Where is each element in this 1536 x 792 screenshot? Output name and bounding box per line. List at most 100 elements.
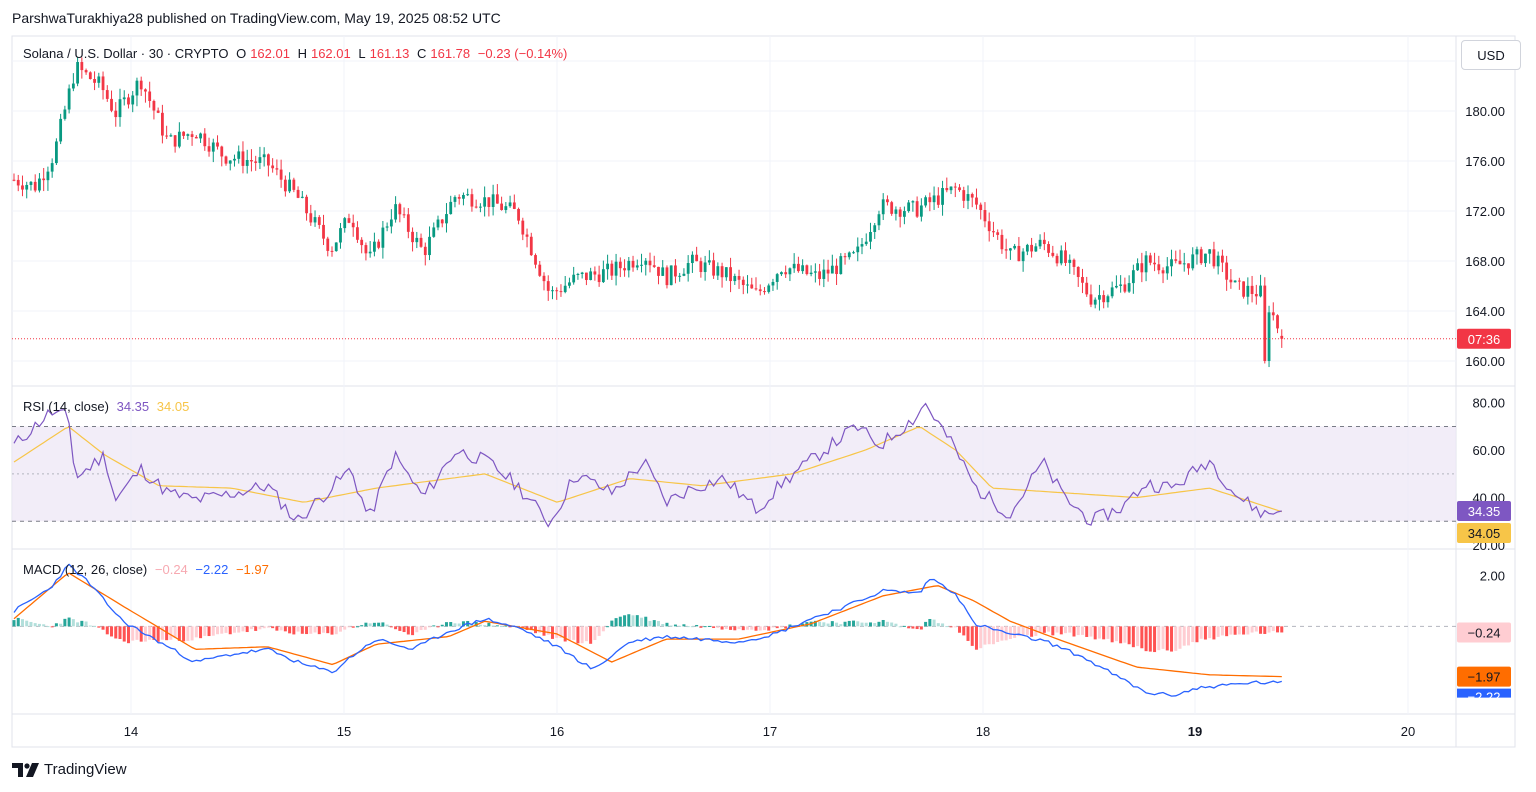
macd-histogram-bar bbox=[211, 626, 215, 636]
macd-histogram-bar bbox=[1038, 626, 1042, 633]
macd-histogram-bar bbox=[521, 626, 525, 628]
candle-body bbox=[1153, 262, 1156, 265]
macd-histogram-bar bbox=[614, 618, 618, 627]
macd-signal-badge-label: −1.97 bbox=[1468, 670, 1501, 685]
candle-body bbox=[466, 194, 470, 196]
rsi-ma-badge bbox=[1457, 522, 1511, 543]
macd-line bbox=[13, 563, 1282, 697]
candle-body bbox=[300, 196, 304, 198]
tradingview-logo[interactable]: TradingView bbox=[12, 761, 127, 778]
candle-body bbox=[1093, 299, 1097, 305]
currency-button[interactable]: USD bbox=[1461, 40, 1521, 70]
candle-body bbox=[1242, 281, 1245, 297]
candle-body bbox=[428, 236, 431, 256]
macd-histogram-bar bbox=[813, 620, 817, 627]
macd-histogram-bar bbox=[958, 626, 962, 633]
candle-body bbox=[398, 204, 402, 215]
macd-histogram-bar bbox=[355, 626, 359, 628]
candle-body bbox=[686, 263, 690, 274]
candle-body bbox=[377, 241, 381, 248]
macd-histogram-bar bbox=[1072, 626, 1076, 637]
candle-body bbox=[131, 95, 135, 105]
candle-body bbox=[958, 187, 961, 191]
macd-histogram-bar bbox=[42, 624, 46, 627]
candle-body bbox=[682, 273, 686, 276]
candle-body bbox=[907, 202, 911, 212]
macd-histogram-bar bbox=[1178, 626, 1182, 649]
candle-body bbox=[351, 222, 355, 228]
candle-body bbox=[627, 260, 631, 271]
candle-body bbox=[1030, 244, 1033, 252]
candle-body bbox=[623, 268, 626, 271]
candle-body bbox=[903, 211, 906, 217]
macd-histogram-bar bbox=[580, 626, 584, 644]
candle-body bbox=[1208, 249, 1212, 254]
candle-body bbox=[42, 178, 46, 181]
candle-body bbox=[462, 194, 465, 199]
macd-histogram-bar bbox=[1102, 626, 1106, 640]
candle-body bbox=[750, 284, 754, 289]
macd-histogram-bar bbox=[1144, 626, 1148, 652]
candle-body bbox=[610, 263, 614, 276]
candle-body bbox=[326, 238, 330, 251]
candle-body bbox=[470, 194, 474, 207]
macd-histogram-bar bbox=[852, 620, 856, 627]
candle-body bbox=[402, 214, 406, 216]
macd-histogram-bar bbox=[220, 626, 224, 634]
macd-histogram-bar bbox=[262, 626, 266, 629]
macd-histogram-bar bbox=[322, 626, 326, 633]
candle-body bbox=[67, 88, 71, 110]
macd-histogram-bar bbox=[63, 618, 67, 627]
candle-body bbox=[712, 260, 715, 276]
candle-body bbox=[733, 276, 737, 282]
candle-body bbox=[241, 151, 245, 166]
macd-histogram-bar bbox=[398, 626, 402, 631]
candle-body bbox=[415, 237, 419, 243]
macd-histogram-bar bbox=[606, 626, 610, 628]
candle-body bbox=[453, 197, 457, 202]
macd-histogram-bar bbox=[1080, 626, 1084, 635]
x-tick-label: 16 bbox=[550, 724, 564, 739]
macd-histogram-bar bbox=[487, 622, 491, 627]
rsi-title[interactable]: RSI (14, close) bbox=[23, 399, 109, 414]
candle-body bbox=[186, 134, 190, 136]
candle-body bbox=[322, 224, 325, 239]
candle-body bbox=[644, 260, 648, 265]
y-tick-label: 176.00 bbox=[1465, 154, 1505, 169]
macd-histogram-bar bbox=[249, 626, 253, 630]
candle-body bbox=[479, 206, 482, 208]
candle-body bbox=[177, 131, 181, 147]
tradingview-logo-icon bbox=[12, 762, 39, 777]
candle-body bbox=[826, 269, 830, 274]
candle-body bbox=[551, 290, 554, 292]
macd-histogram-bar bbox=[775, 626, 779, 629]
macd-histogram-bar bbox=[135, 626, 139, 640]
candle-body bbox=[640, 264, 643, 266]
candle-body bbox=[267, 154, 270, 166]
open-label: O bbox=[236, 46, 247, 61]
candle-body bbox=[1174, 259, 1178, 261]
macd-histogram-bar bbox=[296, 626, 300, 632]
macd-histogram-bar bbox=[1064, 626, 1068, 634]
candle-body bbox=[695, 254, 699, 262]
macd-histogram-bar bbox=[1203, 626, 1207, 640]
candle-body bbox=[283, 179, 287, 192]
macd-histogram-bar bbox=[1059, 626, 1063, 635]
macd-histogram-bar bbox=[1076, 626, 1080, 636]
candle-body bbox=[1000, 234, 1004, 250]
macd-title[interactable]: MACD (12, 26, close) bbox=[23, 562, 148, 577]
macd-histogram-bar bbox=[716, 626, 720, 628]
macd-histogram-bar bbox=[1263, 626, 1267, 634]
candle-body bbox=[305, 196, 308, 214]
candle-body bbox=[330, 250, 334, 252]
macd-histogram-bar bbox=[559, 626, 563, 638]
macd-histogram-bar bbox=[1051, 626, 1055, 636]
macd-histogram-bar bbox=[461, 621, 465, 627]
macd-histogram-bar bbox=[932, 619, 936, 627]
candle-body bbox=[381, 227, 385, 248]
symbol-label[interactable]: Solana / U.S. Dollar · 30 · CRYPTO bbox=[23, 46, 229, 61]
macd-histogram-bar bbox=[589, 626, 593, 644]
macd-histogram-bar bbox=[928, 618, 932, 627]
macd-histogram-bar bbox=[279, 626, 283, 631]
